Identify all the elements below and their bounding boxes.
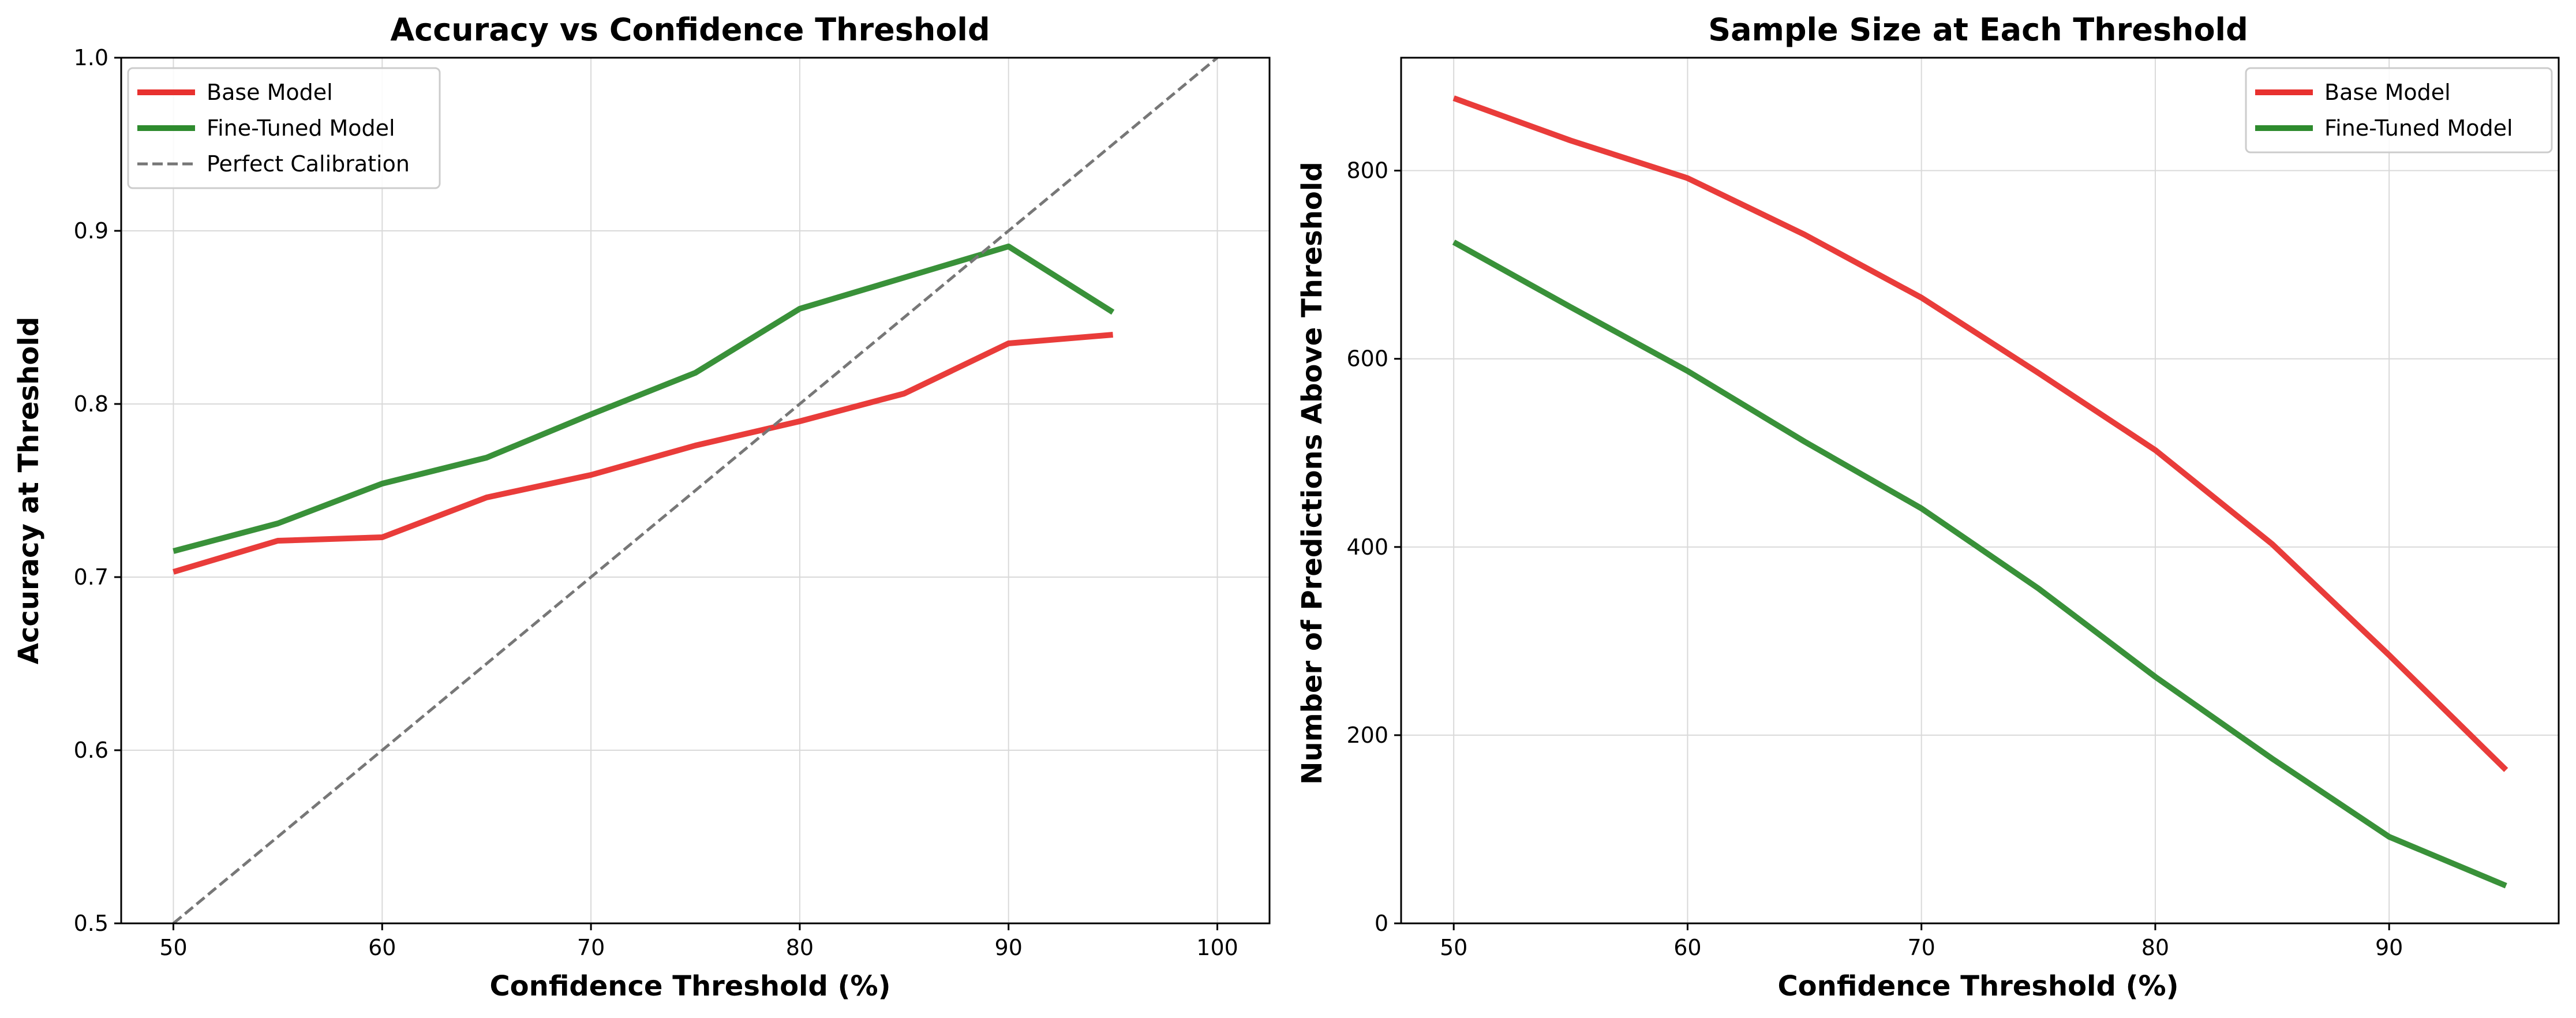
x-tick-label: 70: [577, 935, 605, 960]
y-tick-label: 600: [1346, 346, 1388, 372]
y-tick-label: 200: [1346, 723, 1388, 748]
x-tick-label: 90: [995, 935, 1023, 960]
series-line-base-model: [1452, 95, 2508, 772]
series-line-base-model: [173, 332, 1114, 575]
y-tick-label: 0.5: [74, 911, 108, 936]
x-tick-label: 70: [1908, 935, 1935, 960]
legend-label: Base Model: [207, 80, 333, 105]
series-line-fine-tuned-model: [173, 244, 1115, 554]
y-tick-label: 400: [1346, 534, 1388, 560]
series-line-perfect-calibration: [172, 58, 1219, 923]
legend: Base Model Fine-Tuned Model: [2245, 67, 2553, 154]
legend-box: [2245, 67, 2553, 154]
x-tick-label: 80: [786, 935, 814, 960]
legend: Base Model Fine-Tuned Model Perfect Calibr…: [127, 67, 441, 189]
plot-lines: [1452, 95, 2508, 889]
axis-ticks: 50 60 70 80 90 100 0.5 0.6 0.7 0.8 0.9 1.0: [74, 45, 1238, 960]
axis-ticks: 50 60 70 80 90 0 200 400 600 800: [1346, 158, 2403, 960]
accuracy-chart: Accuracy vs Confidence Threshold Confide…: [13, 12, 1271, 1002]
y-axis-label: Number of Predictions Above Threshold: [1296, 162, 1328, 784]
y-tick-label: 1.0: [74, 45, 108, 70]
x-tick-label: 60: [368, 935, 396, 960]
y-tick-label: 0.7: [74, 564, 108, 590]
y-tick-label: 0.9: [74, 218, 108, 244]
y-axis-label: Accuracy at Threshold: [13, 317, 45, 664]
y-tick-label: 800: [1346, 158, 1388, 184]
series-line-fine-tuned-model: [1452, 239, 2507, 889]
sample-size-chart: Sample Size at Each Threshold Confidence…: [1296, 12, 2560, 1002]
y-tick-label: 0: [1375, 911, 1388, 936]
grid: [1401, 58, 2559, 924]
plot-frame: [1400, 57, 2560, 925]
x-axis-label: Confidence Threshold (%): [1777, 970, 2178, 1002]
x-tick-label: 80: [2141, 935, 2169, 960]
legend-label: Base Model: [2324, 80, 2451, 105]
plot-lines: [172, 58, 1219, 923]
x-tick-label: 50: [1440, 935, 1467, 960]
plot-frame: [120, 57, 1271, 925]
y-tick-label: 0.6: [74, 738, 108, 763]
legend-label: Fine-Tuned Model: [2324, 115, 2513, 141]
legend-label: Fine-Tuned Model: [207, 115, 395, 141]
x-tick-label: 90: [2375, 935, 2403, 960]
x-tick-label: 50: [159, 935, 187, 960]
x-axis-label: Confidence Threshold (%): [489, 970, 890, 1002]
chart-title: Accuracy vs Confidence Threshold: [390, 12, 990, 48]
x-tick-label: 100: [1196, 935, 1238, 960]
x-tick-label: 60: [1673, 935, 1701, 960]
legend-label: Perfect Calibration: [207, 151, 410, 177]
chart-title: Sample Size at Each Threshold: [1708, 12, 2248, 48]
y-tick-label: 0.8: [74, 391, 108, 417]
legend-box: [127, 67, 441, 189]
